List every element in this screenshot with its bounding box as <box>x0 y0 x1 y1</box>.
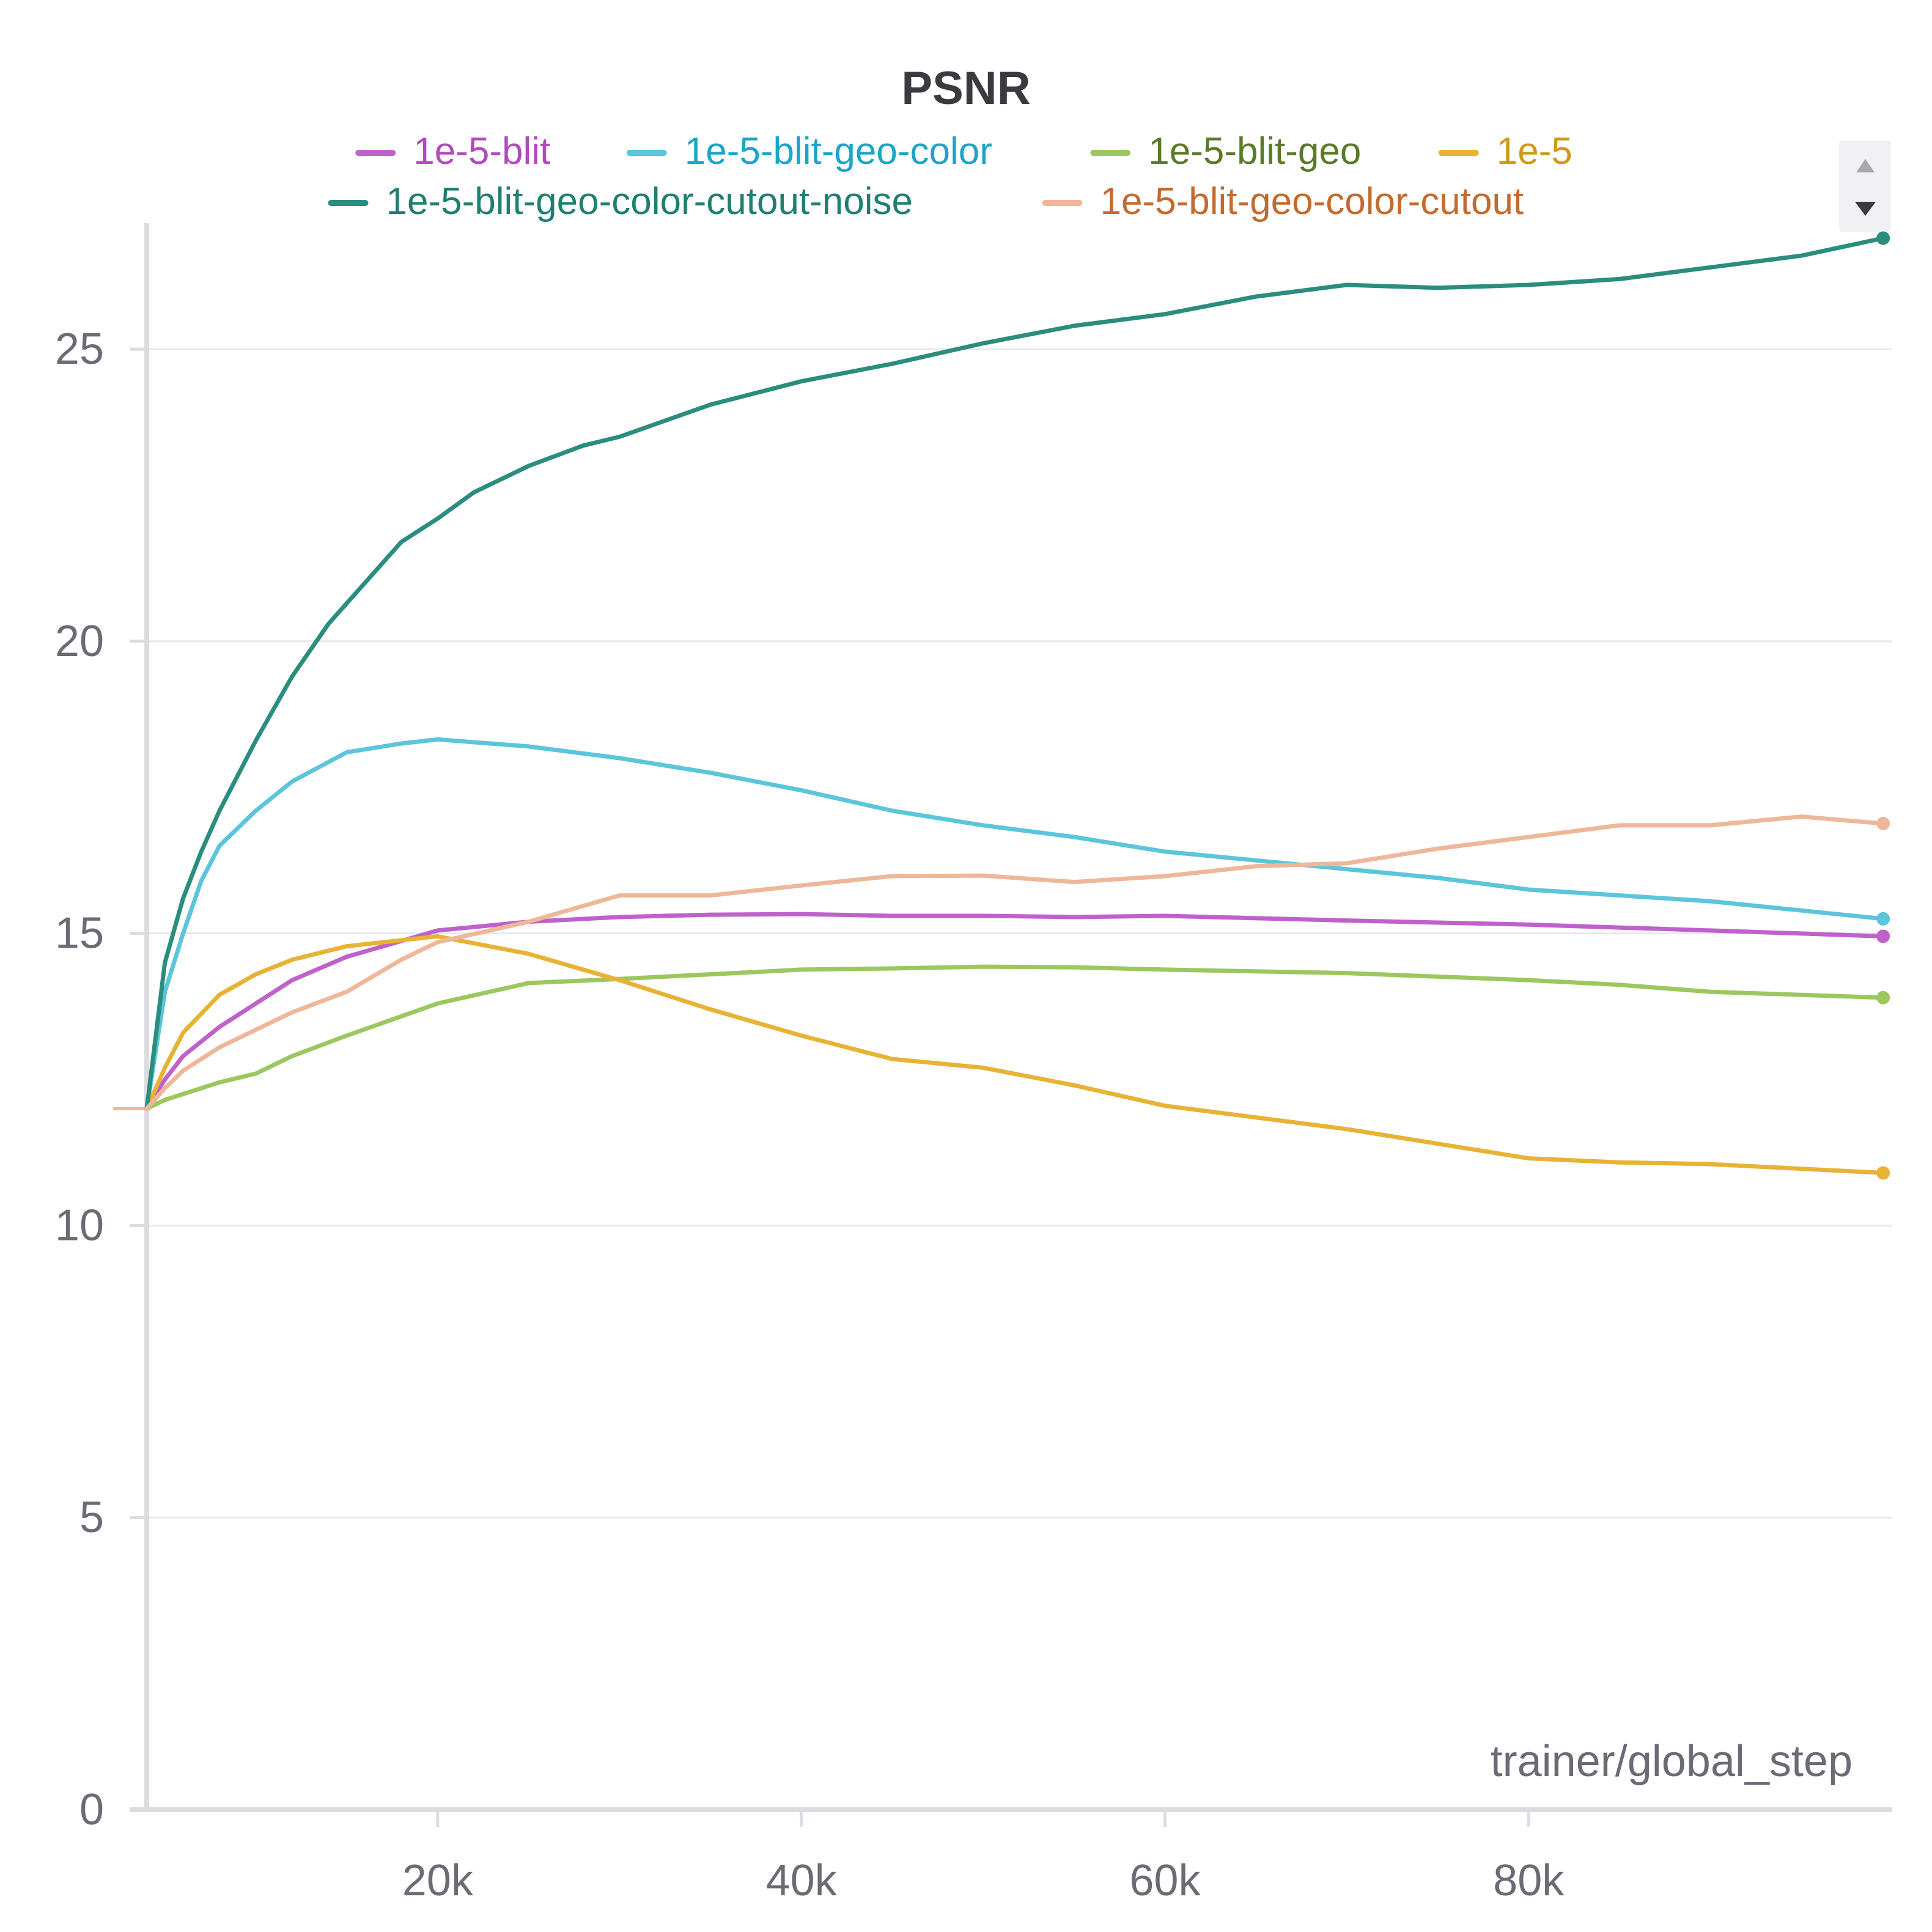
axes: 0 5 10 15 20 25 20k 40k 60k 80k <box>55 223 1892 1905</box>
series-layer <box>113 236 1886 1175</box>
legend-label: 1e-5-blit-geo <box>1148 130 1361 172</box>
series-line-1e-5-blit-geo <box>144 964 1886 1111</box>
series-line-1e-5 <box>144 934 1886 1175</box>
legend-scroll-box <box>1839 141 1891 232</box>
series-endpoint-1e-5 <box>1876 1166 1890 1180</box>
series-line-1e-5-blit-geo-color <box>144 737 1886 1111</box>
series-endpoint-1e-5-blit-geo-color <box>1876 912 1890 926</box>
chart-title: PSNR <box>901 62 1030 114</box>
x-tick-label: 20k <box>402 1856 474 1905</box>
gridlines <box>147 348 1892 1519</box>
x-tick-label: 80k <box>1493 1856 1565 1905</box>
series-line-1e-5-blit-geo-color-cutout-noise <box>144 236 1886 1111</box>
legend-item-1e-5-blit-geo-color-cutout[interactable]: 1e-5-blit-geo-color-cutout <box>1042 180 1524 223</box>
x-tick-label: 40k <box>766 1856 838 1905</box>
legend-scroll-controls[interactable] <box>1839 141 1891 232</box>
scroll-down-triangle-icon[interactable] <box>1855 202 1876 216</box>
x-tick-label: 60k <box>1129 1856 1201 1905</box>
scroll-up-triangle-icon[interactable] <box>1856 159 1875 172</box>
y-tick-label: 5 <box>79 1493 104 1542</box>
series-endpoint-1e-5-blit <box>1876 929 1890 943</box>
legend-item-1e-5[interactable]: 1e-5 <box>1438 130 1573 172</box>
legend-label: 1e-5-blit-geo-color-cutout-noise <box>386 180 913 223</box>
legend-label: 1e-5 <box>1497 130 1573 172</box>
legend-label: 1e-5-blit-geo-color-cutout <box>1101 180 1524 223</box>
legend-label: 1e-5-blit <box>413 130 550 172</box>
legend-item-1e-5-blit-geo-color-cutout-noise[interactable]: 1e-5-blit-geo-color-cutout-noise <box>328 180 913 223</box>
legend-item-1e-5-blit[interactable]: 1e-5-blit <box>355 130 550 172</box>
legend-label: 1e-5-blit-geo-color <box>685 130 992 172</box>
legend-item-1e-5-blit-geo[interactable]: 1e-5-blit-geo <box>1090 130 1361 172</box>
series-endpoints <box>1876 231 1890 1180</box>
y-tick-label: 20 <box>55 617 104 666</box>
series-line-1e-5-blit <box>144 912 1886 1111</box>
y-tick-label: 15 <box>55 909 104 958</box>
series-line-1e-5-blit-geo-color-cutout <box>144 814 1886 1111</box>
legend-item-1e-5-blit-geo-color[interactable]: 1e-5-blit-geo-color <box>626 130 992 172</box>
y-tick-label: 0 <box>79 1785 104 1834</box>
y-tick-label: 10 <box>55 1201 104 1250</box>
series-endpoint-1e-5-blit-geo <box>1876 990 1890 1005</box>
y-tick-label: 25 <box>55 325 104 374</box>
x-axis-title: trainer/global_step <box>1491 1737 1853 1786</box>
series-endpoint-1e-5-blit-geo-color-cutout <box>1876 817 1890 831</box>
legend: 1e-5-blit 1e-5-blit-geo-color 1e-5-blit-ge… <box>328 130 1573 223</box>
series-endpoint-1e-5-blit-geo-color-cutout-noise <box>1876 231 1890 245</box>
